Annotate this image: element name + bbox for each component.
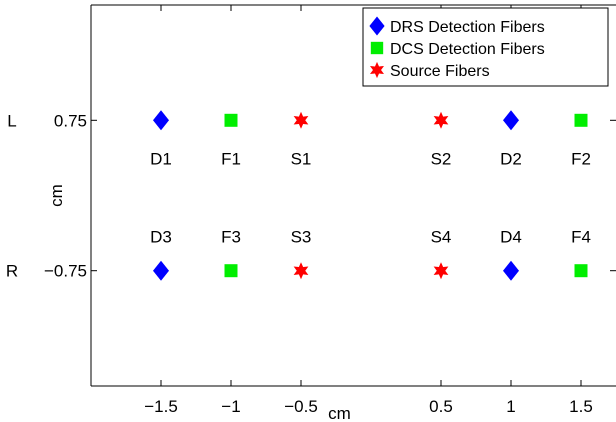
data-point-d3 xyxy=(153,260,169,281)
data-point-d2 xyxy=(503,110,519,131)
legend-marker-square xyxy=(370,41,384,55)
legend-entry: DRS Detection Fibers xyxy=(390,19,545,36)
point-label-s3: S3 xyxy=(291,228,312,247)
x-tick-label: 1.5 xyxy=(569,397,593,416)
y-axis-label: cm xyxy=(47,184,66,207)
point-label-s4: S4 xyxy=(431,228,452,247)
data-point-s1 xyxy=(293,111,309,129)
x-tick-label: 0.5 xyxy=(429,397,453,416)
point-label-f1: F1 xyxy=(221,149,241,168)
x-tick-label: −1 xyxy=(221,397,240,416)
legend-marker-diamond xyxy=(369,16,385,36)
x-tick-label: −1.5 xyxy=(144,397,178,416)
legend-marker-hexagram xyxy=(370,61,384,79)
data-point-d4 xyxy=(503,260,519,281)
data-point-f2 xyxy=(574,113,588,127)
point-label-d1: D1 xyxy=(150,149,172,168)
point-label-d2: D2 xyxy=(500,149,522,168)
data-point-d1 xyxy=(153,110,169,131)
x-tick-label: −0.5 xyxy=(284,397,318,416)
y-tick-label: 0.75 xyxy=(54,111,87,130)
y-tick-label: −0.75 xyxy=(44,262,87,281)
row-label: L xyxy=(7,111,16,130)
point-label-f3: F3 xyxy=(221,228,241,247)
legend-entry: Source Fibers xyxy=(390,63,490,80)
point-label-s1: S1 xyxy=(291,149,312,168)
x-tick-label: 1 xyxy=(506,397,515,416)
point-label-f4: F4 xyxy=(571,228,591,247)
point-label-s2: S2 xyxy=(431,149,452,168)
point-label-d3: D3 xyxy=(150,228,172,247)
legend-box xyxy=(362,7,609,87)
data-point-s3 xyxy=(293,262,309,280)
legend-entry: DCS Detection Fibers xyxy=(390,41,545,58)
data-point-s2 xyxy=(433,111,449,129)
data-point-s4 xyxy=(433,262,449,280)
x-axis-label: cm xyxy=(328,404,351,422)
data-point-f3 xyxy=(224,264,238,278)
data-point-f1 xyxy=(224,113,238,127)
row-label: R xyxy=(6,262,18,281)
data-point-f4 xyxy=(574,264,588,278)
point-label-d4: D4 xyxy=(500,228,522,247)
point-label-f2: F2 xyxy=(571,149,591,168)
